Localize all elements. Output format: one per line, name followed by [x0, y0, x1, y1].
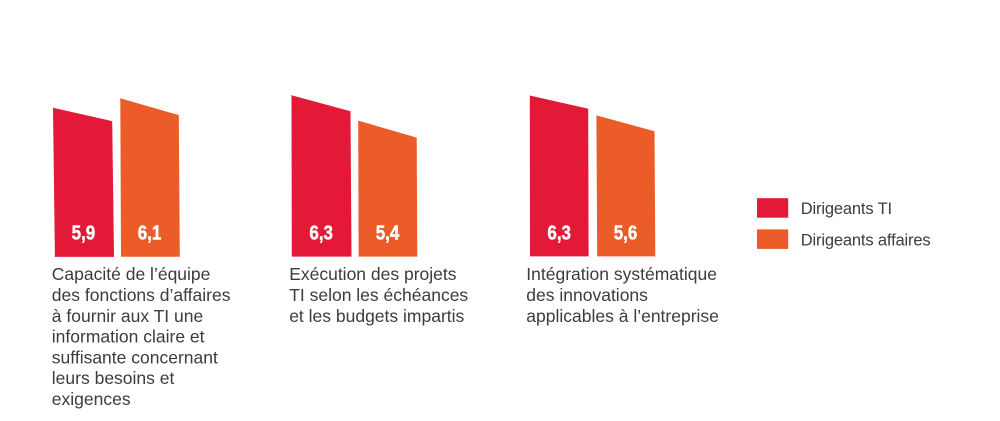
- svg-text:information claire et: information claire et: [52, 327, 205, 347]
- svg-text:Exécution des projets: Exécution des projets: [289, 264, 457, 284]
- svg-text:des fonctions d’affaires: des fonctions d’affaires: [52, 285, 231, 305]
- svg-text:6,3: 6,3: [547, 223, 571, 245]
- svg-text:et les budgets impartis: et les budgets impartis: [289, 306, 464, 326]
- svg-text:leurs besoins et: leurs besoins et: [52, 368, 175, 388]
- svg-text:des innovations: des innovations: [526, 285, 648, 305]
- svg-text:5,4: 5,4: [376, 223, 400, 245]
- svg-text:Intégration systématique: Intégration systématique: [526, 264, 717, 284]
- svg-text:Capacité de l’équipe: Capacité de l’équipe: [52, 264, 211, 284]
- svg-text:5,6: 5,6: [614, 223, 638, 245]
- svg-text:6,3: 6,3: [309, 223, 333, 245]
- svg-text:applicables à l’entreprise: applicables à l’entreprise: [526, 306, 719, 326]
- svg-text:Dirigeants affaires: Dirigeants affaires: [801, 231, 931, 249]
- svg-text:Dirigeants TI: Dirigeants TI: [801, 200, 892, 218]
- svg-text:6,1: 6,1: [138, 223, 162, 245]
- svg-text:suffisante concernant: suffisante concernant: [52, 347, 218, 367]
- svg-text:TI selon les échéances: TI selon les échéances: [289, 285, 468, 305]
- svg-text:5,9: 5,9: [72, 223, 96, 245]
- svg-text:exigences: exigences: [52, 389, 131, 409]
- svg-text:à fournir aux TI une: à fournir aux TI une: [52, 306, 203, 326]
